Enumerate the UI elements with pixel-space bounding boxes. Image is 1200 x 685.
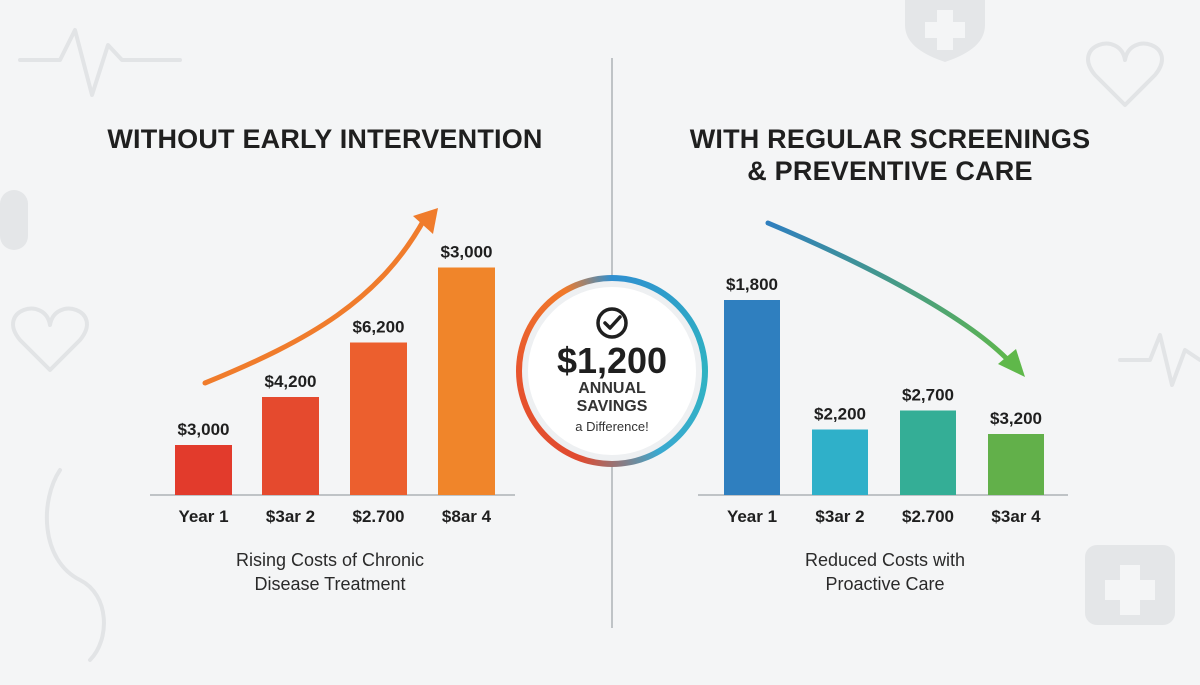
bar-value-label: $2,700 (902, 386, 954, 405)
trend-arrow-head (998, 349, 1025, 377)
x-tick-label: $3ar 2 (815, 507, 864, 526)
savings-badge-inner: $1,200 ANNUAL SAVINGS a Difference! (522, 281, 702, 461)
left-chart-caption: Rising Costs of Chronic Disease Treatmen… (170, 548, 490, 596)
savings-label-annual: ANNUAL (578, 380, 646, 397)
x-tick-label: $8ar 4 (442, 507, 492, 526)
bar-4 (988, 434, 1044, 495)
bar-value-label: $1,800 (726, 275, 778, 294)
trend-arrow (765, 220, 1013, 365)
bar-3 (350, 342, 407, 495)
check-circle-icon (596, 307, 628, 339)
heart-icon (11, 306, 89, 372)
right-caption-line1: Reduced Costs with (804, 550, 966, 570)
right-bar-chart: $1,800 Year 1 $2,200 $3ar 2 $2,700 $2.700 $3,2… (698, 220, 1068, 526)
x-tick-label: $3ar 2 (266, 507, 315, 526)
savings-amount: $1,200 (556, 340, 668, 381)
bar-2 (812, 429, 868, 495)
annual-savings-badge: $1,200 ANNUAL SAVINGS a Difference! (516, 275, 708, 467)
bar-value-label: $6,200 (353, 318, 405, 337)
bar-2 (262, 397, 319, 495)
left-caption-line1: Rising Costs of Chronic (235, 550, 425, 570)
bar-value-label: $4,200 (265, 372, 317, 391)
trend-arrow (202, 215, 428, 386)
x-tick-label: $2.700 (902, 507, 954, 526)
bar-value-label: $3,000 (178, 420, 230, 439)
left-panel-title: WITHOUT EARLY INTERVENTION (107, 124, 543, 154)
x-tick-label: $2.700 (353, 507, 405, 526)
bar-value-label: $3,200 (990, 409, 1042, 428)
left-bar-chart: $3,000 Year 1 $4,200 $3ar 2 $6,200 $2.700 $3,0… (150, 208, 515, 526)
right-chart-caption: Reduced Costs with Proactive Care (725, 548, 1045, 596)
heartbeat-line-icon (1118, 333, 1200, 387)
bar-1 (724, 300, 780, 495)
pill-icon (0, 190, 28, 250)
savings-label-savings: SAVINGS (576, 398, 648, 415)
right-panel-title-line1: WITH REGULAR SCREENINGS (689, 124, 1091, 154)
left-caption-line2: Disease Treatment (254, 574, 406, 594)
stethoscope-icon (44, 468, 106, 662)
right-caption-line2: Proactive Care (825, 574, 945, 594)
right-panel-title: WITH REGULAR SCREENINGS & PREVENTIVE CAR… (680, 123, 1100, 187)
bar-3 (900, 410, 956, 495)
x-tick-label: Year 1 (727, 507, 777, 526)
trend-arrow-head (413, 208, 438, 234)
bar-1 (175, 445, 232, 495)
x-tick-label: $3ar 4 (991, 507, 1041, 526)
heartbeat-line-icon (18, 28, 182, 97)
bar-value-label: $3,000 (441, 243, 493, 262)
right-panel-title-line2: & PREVENTIVE CARE (747, 156, 1033, 186)
bar-4 (438, 267, 495, 495)
x-tick-label: Year 1 (178, 507, 228, 526)
bar-value-label: $2,200 (814, 405, 866, 424)
heart-icon (1086, 41, 1164, 107)
savings-tagline: a Difference! (575, 419, 649, 434)
